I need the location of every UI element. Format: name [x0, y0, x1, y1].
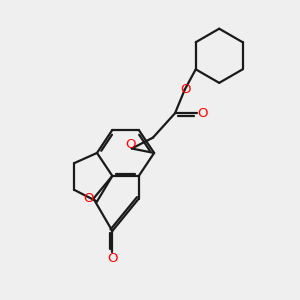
Text: O: O [107, 252, 118, 265]
Text: O: O [180, 82, 190, 95]
Text: O: O [83, 192, 93, 205]
Text: O: O [125, 139, 136, 152]
Text: O: O [198, 107, 208, 120]
